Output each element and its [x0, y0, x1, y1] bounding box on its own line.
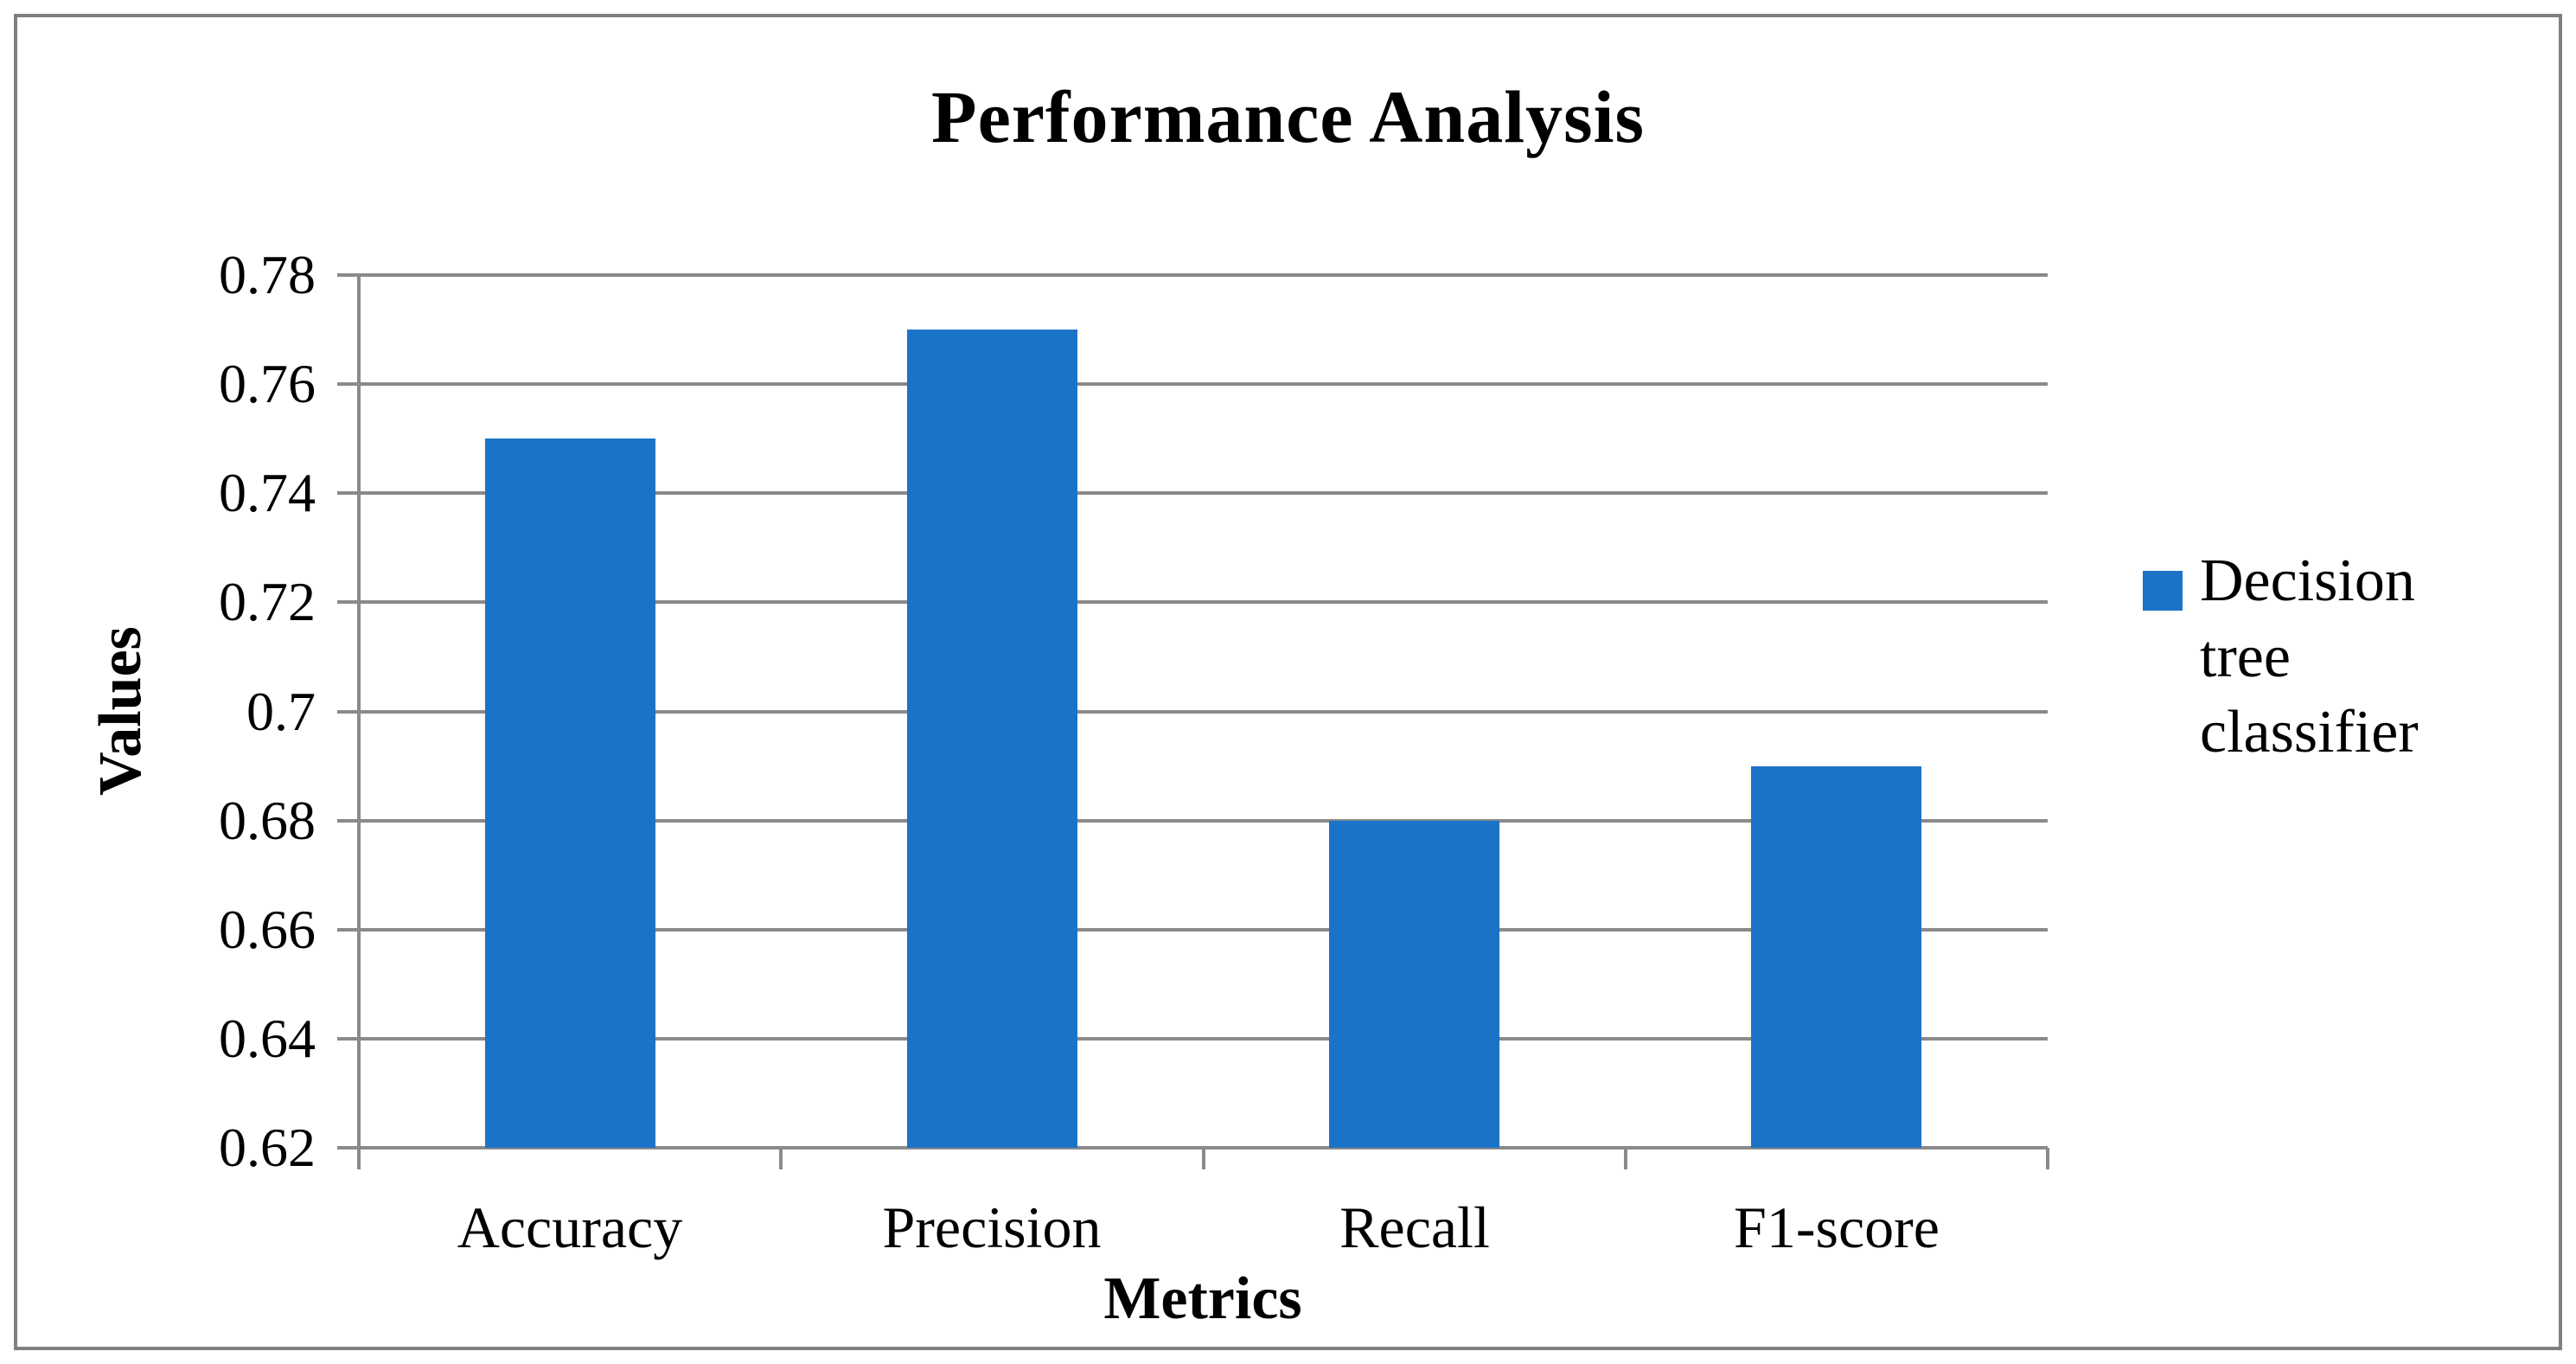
y-tick-label: 0.64	[219, 1008, 316, 1069]
y-tick-label: 0.76	[219, 353, 316, 414]
y-tick-label: 0.74	[219, 462, 316, 523]
y-axis-line	[357, 275, 361, 1169]
x-tick-label: Precision	[882, 1194, 1102, 1260]
x-tick	[1202, 1148, 1205, 1169]
gridline	[337, 1037, 2048, 1041]
legend-swatch-icon	[2143, 571, 2183, 611]
x-tick	[1624, 1148, 1627, 1169]
x-tick-label: Accuracy	[457, 1194, 683, 1260]
x-tick	[357, 1148, 361, 1169]
chart-title: Performance Analysis	[931, 75, 1645, 158]
legend-label: Decision tree classifier	[2200, 548, 2419, 765]
gridline	[337, 819, 2048, 823]
x-axis-title: Metrics	[1103, 1265, 1302, 1332]
gridline	[337, 491, 2048, 495]
x-tick	[779, 1148, 783, 1169]
bar-precision	[907, 330, 1077, 1148]
x-axis-line	[337, 1146, 2048, 1149]
y-tick-label: 0.78	[219, 244, 316, 305]
y-tick-label: 0.68	[219, 790, 316, 851]
x-tick	[2046, 1148, 2049, 1169]
gridline	[337, 273, 2048, 277]
bar-recall	[1329, 821, 1499, 1148]
x-tick-label: Recall	[1339, 1194, 1490, 1260]
gridline	[337, 382, 2048, 386]
x-tick-label: F1-score	[1734, 1194, 1940, 1260]
gridline	[337, 928, 2048, 932]
gridline	[337, 600, 2048, 604]
y-tick-label: 0.66	[219, 899, 316, 960]
bar-f1-score	[1751, 766, 1921, 1148]
y-tick-label: 0.7	[246, 681, 316, 742]
y-tick-label: 0.62	[219, 1117, 316, 1178]
y-tick-label: 0.72	[219, 571, 316, 632]
gridline	[337, 710, 2048, 714]
chart-border	[14, 14, 2562, 1350]
bar-accuracy	[485, 439, 655, 1148]
